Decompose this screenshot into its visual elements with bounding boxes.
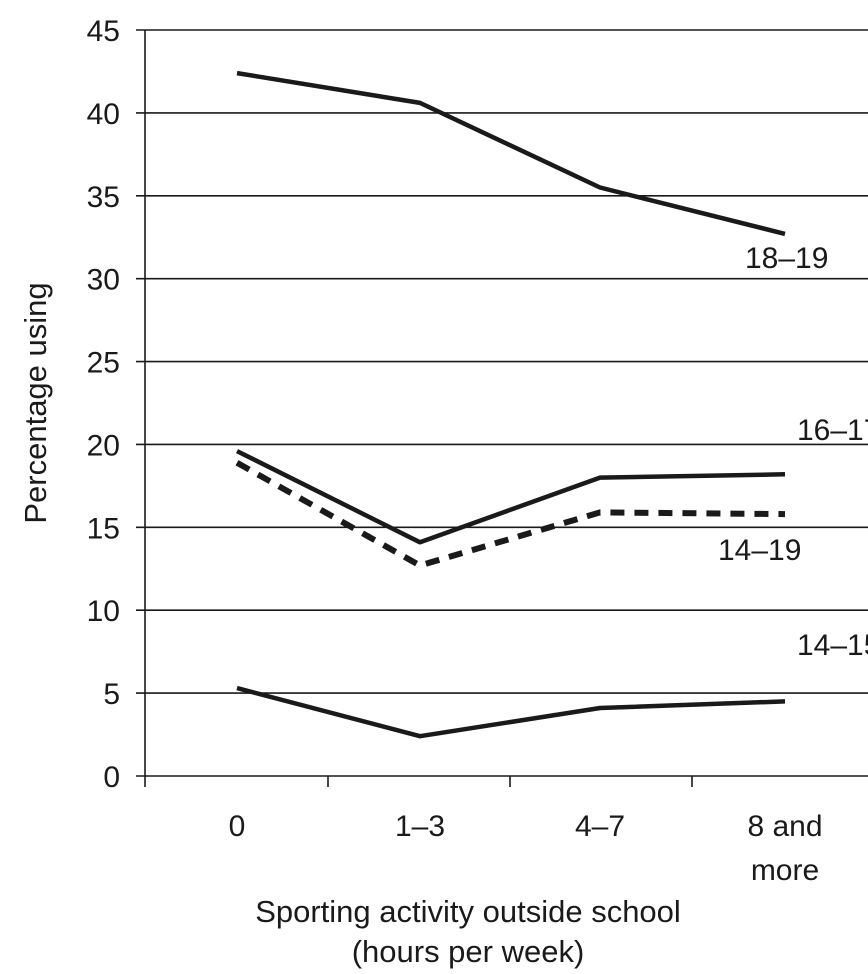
- series-label: 14–19: [718, 534, 801, 567]
- x-tick-label: 0: [229, 810, 246, 843]
- x-tick-label: 8 and: [747, 810, 822, 843]
- series-line-14–19: [235, 460, 786, 569]
- x-tick-label: 4–7: [575, 810, 625, 843]
- series-label: 14–15: [797, 629, 868, 662]
- series-label: 16–17: [797, 414, 868, 447]
- y-tick-label: 40: [87, 98, 120, 131]
- y-tick-label: 10: [87, 595, 120, 628]
- x-axis-title: (hours per week): [352, 934, 585, 969]
- x-axis-title: Sporting activity outside school: [255, 894, 681, 929]
- series-label: 18–19: [745, 242, 828, 275]
- series-line-14–15: [236, 685, 786, 739]
- x-tick-label: more: [751, 854, 819, 887]
- y-tick-label: 35: [87, 181, 120, 214]
- y-tick-label: 25: [87, 347, 120, 380]
- series-line-16–17: [235, 449, 786, 545]
- y-tick-label: 45: [87, 15, 120, 48]
- y-tick-label: 20: [87, 429, 120, 462]
- y-tick-label: 15: [87, 512, 120, 545]
- y-tick-label: 0: [103, 761, 120, 794]
- y-tick-label: 5: [103, 678, 120, 711]
- series-line-18–19: [236, 70, 786, 237]
- x-tick-label: 1–3: [395, 810, 445, 843]
- y-axis-title: Percentage using: [18, 282, 53, 523]
- y-tick-label: 30: [87, 264, 120, 297]
